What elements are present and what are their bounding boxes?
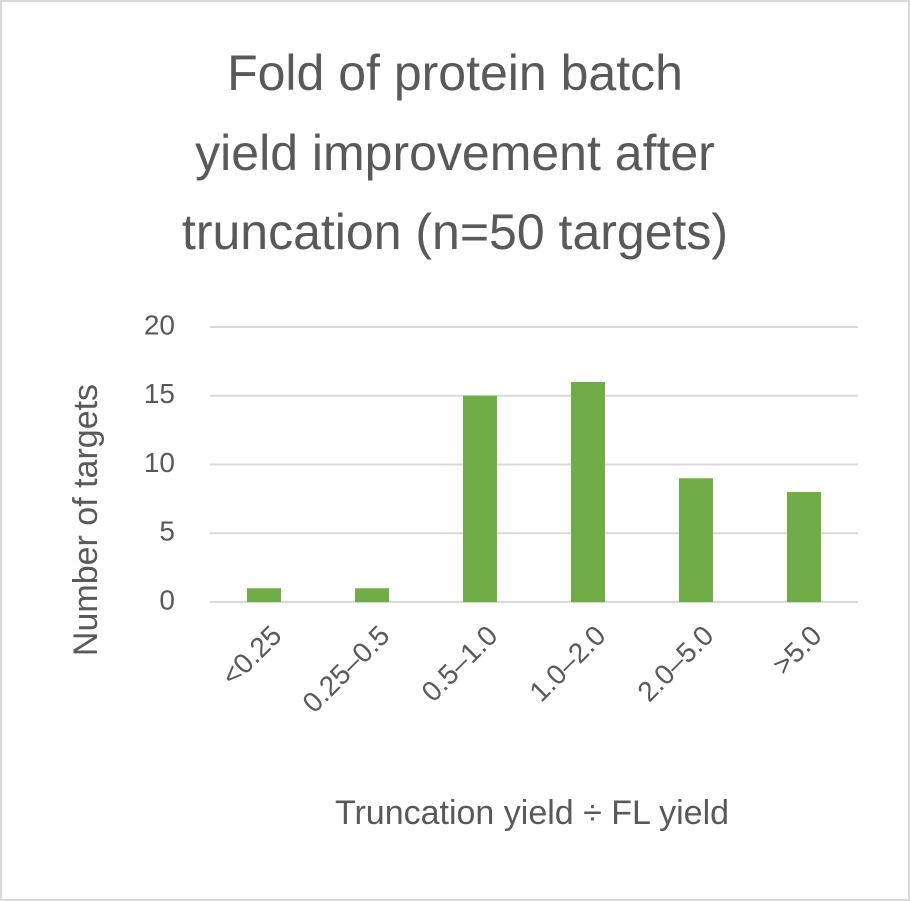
y-tick-label: 20 xyxy=(144,309,175,340)
x-axis-title: Truncation yield ÷ FL yield xyxy=(335,794,729,832)
y-tick-label: 0 xyxy=(159,584,175,615)
chart-title: truncation (n=50 targets) xyxy=(182,204,728,260)
y-tick-label: 10 xyxy=(144,447,175,478)
bar xyxy=(247,588,281,602)
bar xyxy=(679,478,713,602)
chart-title: Fold of protein batch xyxy=(227,45,683,101)
y-tick-label: 15 xyxy=(144,378,175,409)
bar xyxy=(463,395,497,602)
y-axis-title: Number of targets xyxy=(67,384,105,656)
y-tick-label: 5 xyxy=(159,516,175,547)
bar xyxy=(355,588,389,602)
bar xyxy=(787,492,821,602)
bar xyxy=(571,382,605,602)
chart-title: yield improvement after xyxy=(195,125,715,181)
